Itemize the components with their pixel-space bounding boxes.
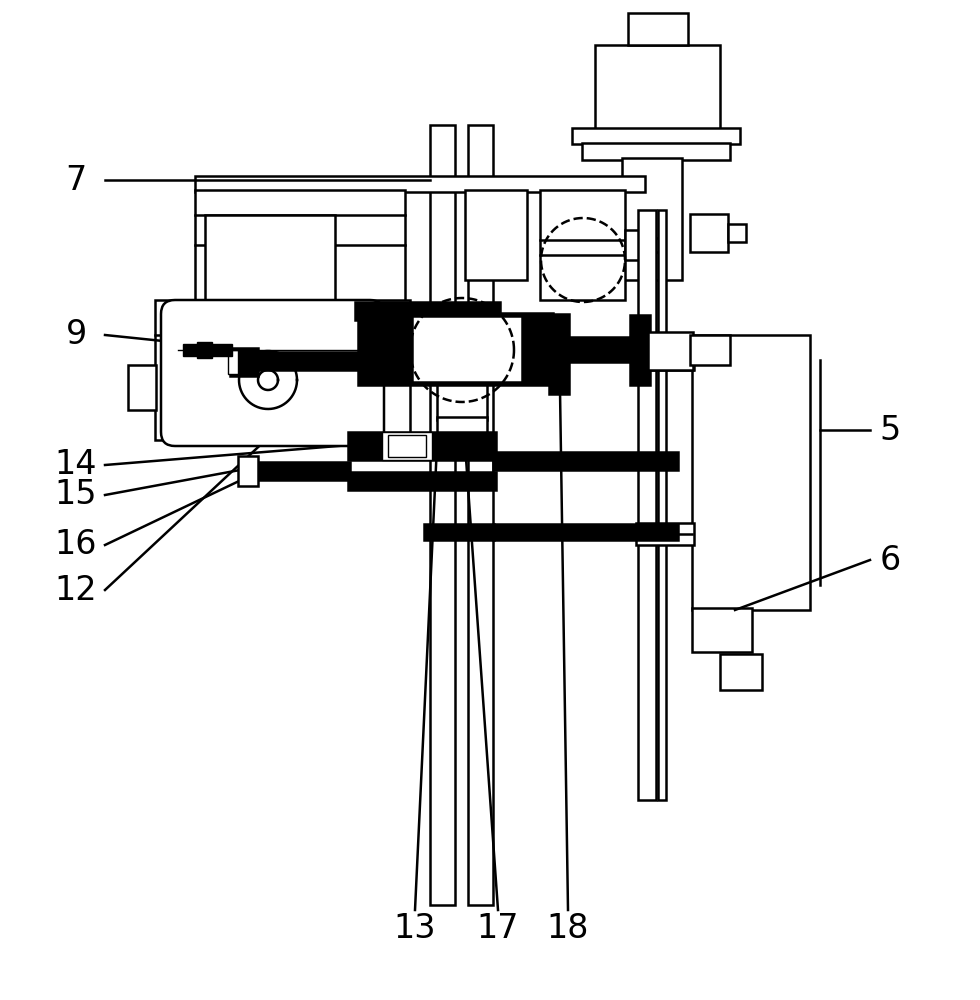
Bar [692,335,810,610]
Bar [230,348,258,376]
Bar [595,45,720,130]
Text: 6: 6 [879,544,901,576]
Bar [412,316,522,382]
Bar [648,332,693,370]
Bar [493,452,678,470]
Bar [430,125,455,905]
Text: 7: 7 [66,163,86,196]
Bar [405,316,433,328]
Bar [408,328,430,340]
Text: 17: 17 [476,912,519,944]
Text: 5: 5 [879,414,901,446]
Text: 14: 14 [55,448,97,482]
Bar [258,352,358,370]
Text: 12: 12 [55,574,97,606]
Text: 13: 13 [394,912,436,944]
Bar [355,302,500,320]
Bar [382,432,432,460]
Bar [465,190,527,280]
Bar [690,214,728,252]
Bar [195,190,405,315]
Bar [348,432,496,460]
Bar [128,365,156,410]
Bar [228,350,238,374]
Bar [424,524,494,540]
Bar [238,456,258,486]
Bar [582,143,730,160]
Bar [636,523,694,545]
Bar [638,210,656,800]
Bar [255,462,350,480]
Bar [692,608,752,652]
Bar [549,314,569,394]
Bar [630,315,650,385]
Bar [572,128,740,144]
Bar [437,417,487,445]
Bar [628,13,688,45]
Bar [625,230,643,260]
Bar [155,300,410,440]
Bar [493,524,678,540]
Text: 15: 15 [55,479,97,512]
Bar [197,342,212,358]
Bar [622,158,682,280]
Bar [636,340,694,370]
FancyBboxPatch shape [161,300,384,446]
Bar [540,190,625,300]
Bar [553,337,641,362]
Text: 16: 16 [55,528,97,562]
Bar [720,654,762,690]
Bar [348,472,496,490]
Bar [388,435,426,457]
Bar [658,210,666,800]
Text: 18: 18 [547,912,589,944]
Bar [183,344,199,356]
Text: 9: 9 [66,318,86,352]
Bar [205,215,335,300]
Bar [728,224,746,242]
Bar [437,382,487,420]
Bar [195,176,645,192]
Bar [210,344,232,356]
Bar [690,335,730,365]
Bar [468,125,493,905]
Bar [358,313,553,385]
Bar [643,238,665,252]
